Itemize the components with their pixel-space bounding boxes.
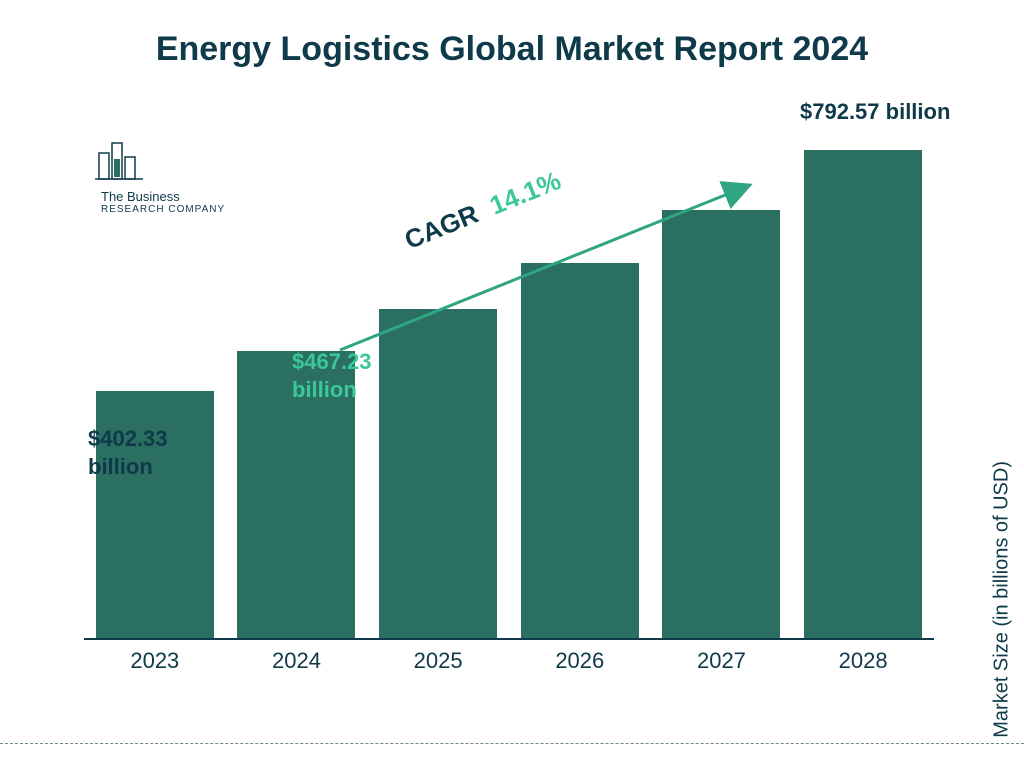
x-label: 2025 [379,642,497,674]
x-label: 2023 [96,642,214,674]
x-label: 2028 [804,642,922,674]
footer-divider [0,743,1024,744]
bar-2028 [804,150,922,640]
bar-rect [804,150,922,640]
y-axis-label: Market Size (in billions of USD) [991,461,1014,738]
x-label: 2024 [237,642,355,674]
x-axis-line [84,638,934,640]
x-label: 2026 [521,642,639,674]
value-label-2028: $792.57 billion [800,98,1000,126]
x-label: 2027 [662,642,780,674]
value-label-2023: $402.33 billion [88,425,208,480]
chart-title: Energy Logistics Global Market Report 20… [0,0,1024,69]
x-labels-row: 2023 2024 2025 2026 2027 2028 [84,642,934,680]
